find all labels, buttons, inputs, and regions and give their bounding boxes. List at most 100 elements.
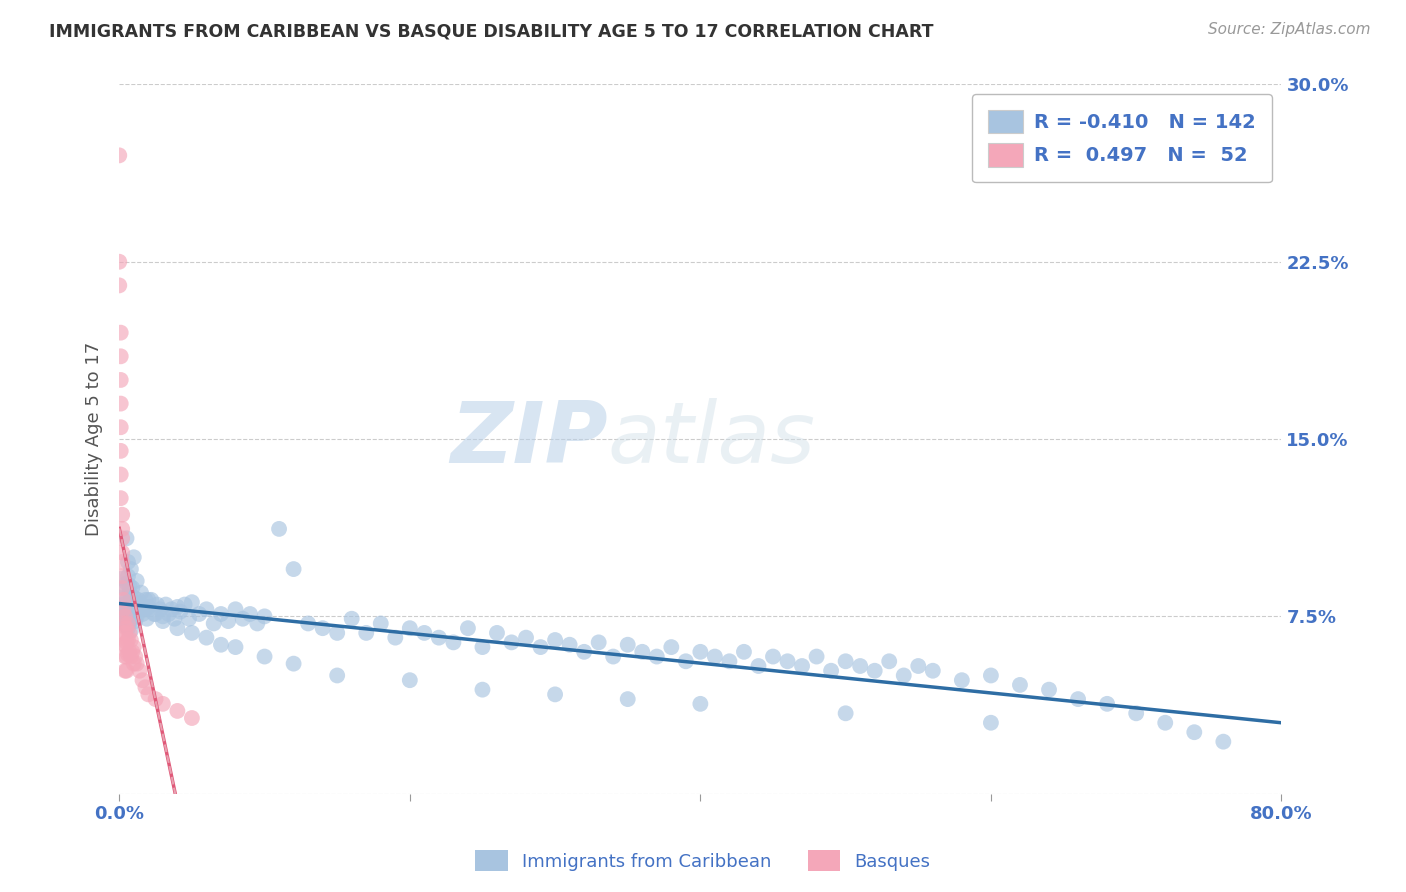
Point <box>267 522 290 536</box>
Point <box>129 585 152 599</box>
Point <box>115 576 138 591</box>
Point <box>384 631 406 645</box>
Point <box>125 609 148 624</box>
Point <box>689 645 711 659</box>
Point <box>118 579 141 593</box>
Point <box>893 668 915 682</box>
Point <box>118 585 141 599</box>
Point <box>115 532 138 546</box>
Point <box>127 592 149 607</box>
Point <box>134 681 156 695</box>
Point <box>849 659 872 673</box>
Point <box>544 632 567 647</box>
Point <box>134 602 156 616</box>
Point <box>114 609 136 624</box>
Point <box>114 616 136 631</box>
Point <box>111 569 134 583</box>
Point <box>572 645 595 659</box>
Point <box>152 609 174 624</box>
Point <box>441 635 464 649</box>
Point <box>120 632 142 647</box>
Point <box>354 626 377 640</box>
Point <box>169 605 191 619</box>
Point <box>120 624 142 638</box>
Point <box>122 550 145 565</box>
Point <box>117 616 139 631</box>
Point <box>160 602 183 616</box>
Point <box>131 673 153 688</box>
Point <box>112 592 135 607</box>
Point <box>616 638 638 652</box>
Point <box>121 612 143 626</box>
Point <box>180 711 202 725</box>
Point <box>114 649 136 664</box>
Point <box>110 326 132 340</box>
Point <box>180 626 202 640</box>
Point <box>790 659 813 673</box>
Point <box>515 631 537 645</box>
Point <box>1154 715 1177 730</box>
Point <box>114 664 136 678</box>
Point <box>117 602 139 616</box>
Point <box>128 664 150 678</box>
Point <box>224 602 246 616</box>
Point <box>141 592 163 607</box>
Point <box>115 635 138 649</box>
Point <box>703 649 725 664</box>
Point <box>283 562 305 576</box>
Point <box>114 581 136 595</box>
Point <box>718 654 741 668</box>
Point <box>121 645 143 659</box>
Point <box>195 631 218 645</box>
Point <box>659 640 682 654</box>
Point <box>111 508 134 522</box>
Point <box>136 592 159 607</box>
Point <box>115 649 138 664</box>
Point <box>163 612 186 626</box>
Point <box>311 621 333 635</box>
Point <box>124 614 146 628</box>
Point <box>114 626 136 640</box>
Point <box>529 640 551 654</box>
Point <box>120 649 142 664</box>
Point <box>921 664 943 678</box>
Point <box>121 581 143 595</box>
Point <box>115 592 138 607</box>
Point <box>122 640 145 654</box>
Point <box>689 697 711 711</box>
Point <box>239 607 262 621</box>
Point <box>152 697 174 711</box>
Point <box>602 649 624 664</box>
Point <box>110 491 132 505</box>
Point <box>224 640 246 654</box>
Point <box>149 602 172 616</box>
Point <box>166 704 188 718</box>
Point <box>110 443 132 458</box>
Point <box>980 715 1002 730</box>
Text: Source: ZipAtlas.com: Source: ZipAtlas.com <box>1208 22 1371 37</box>
Text: IMMIGRANTS FROM CARIBBEAN VS BASQUE DISABILITY AGE 5 TO 17 CORRELATION CHART: IMMIGRANTS FROM CARIBBEAN VS BASQUE DISA… <box>49 22 934 40</box>
Point <box>631 645 654 659</box>
Point <box>117 555 139 569</box>
Point <box>733 645 755 659</box>
Point <box>111 572 134 586</box>
Point <box>122 657 145 671</box>
Point <box>820 664 842 678</box>
Point <box>145 607 167 621</box>
Point <box>326 668 349 682</box>
Point <box>326 626 349 640</box>
Point <box>155 598 177 612</box>
Point <box>111 532 134 546</box>
Point <box>118 626 141 640</box>
Point <box>114 607 136 621</box>
Point <box>834 654 856 668</box>
Point <box>115 664 138 678</box>
Point <box>112 598 135 612</box>
Point <box>124 595 146 609</box>
Point <box>108 278 131 293</box>
Point <box>457 621 479 635</box>
Point <box>544 687 567 701</box>
Point <box>111 522 134 536</box>
Point <box>485 626 508 640</box>
Point <box>125 599 148 614</box>
